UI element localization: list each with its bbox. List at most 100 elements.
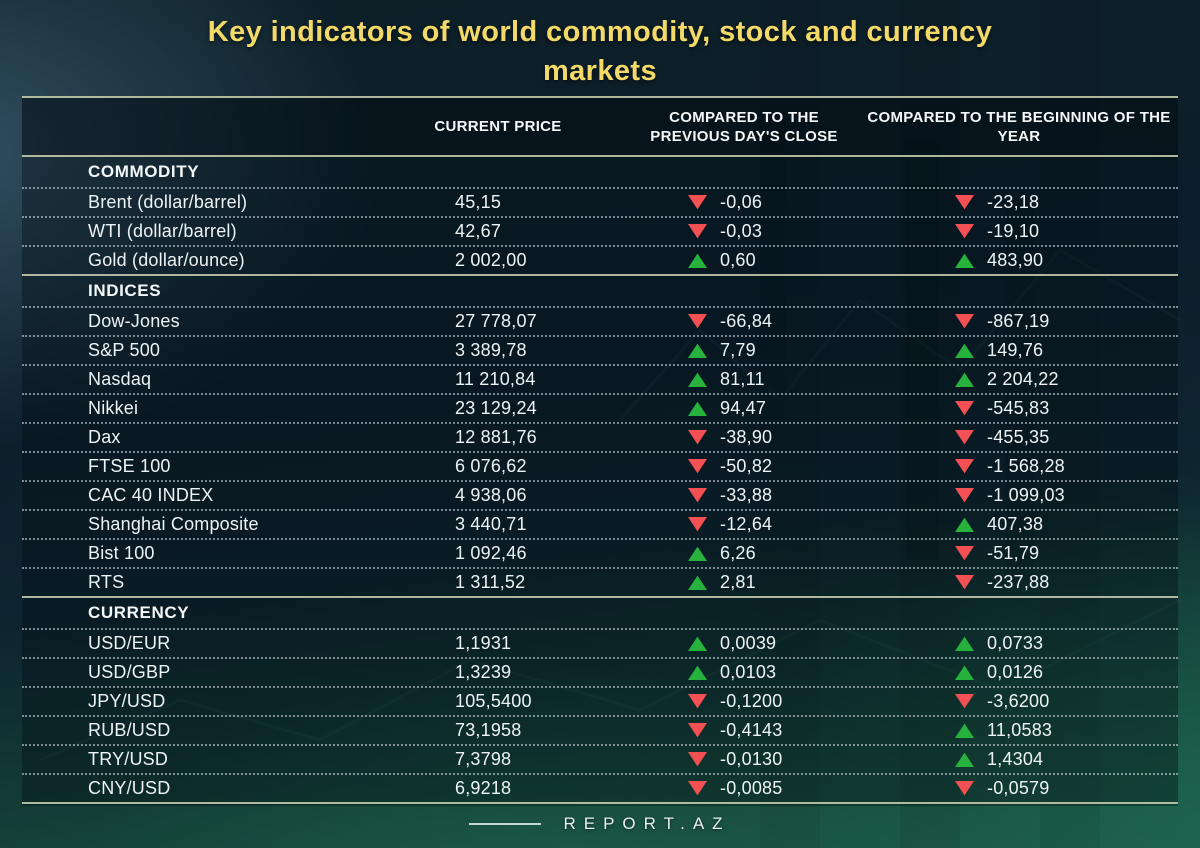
instrument-name: TRY/USD [88,749,169,769]
table-row-dow-jones: Dow-Jones 27 778,07 -66,84 -867,19 [22,308,1178,335]
instrument-name: RUB/USD [88,720,171,740]
current-price: 1 311,52 [455,572,526,592]
day-change-direction-icon [688,575,707,590]
day-change-value: -50,82 [720,456,773,476]
ytd-change: -545,83 [933,398,1178,419]
instrument-name: USD/EUR [88,633,171,653]
instrument-name: CNY/USD [88,778,171,798]
ytd-change: -867,19 [933,311,1178,332]
header-top-line [22,96,1178,98]
current-price: 7,3798 [455,749,512,769]
row-divider [22,715,1178,717]
day-change-value: -0,4143 [720,720,783,740]
ytd-change-direction-icon [955,752,974,767]
row-divider [22,335,1178,337]
ytd-change-value: 11,0583 [987,720,1053,740]
instrument-name: S&P 500 [88,340,161,360]
current-price: 45,15 [455,192,502,212]
markets-table: CURRENT PRICE COMPARED TO THE PREVIOUS D… [22,96,1178,804]
day-change: -12,64 [668,514,933,535]
ytd-change-direction-icon [955,488,974,503]
current-price: 3 389,78 [455,340,527,360]
day-change-value: -0,03 [720,221,763,241]
current-price: 105,5400 [455,691,532,711]
col-header-current-price: CURRENT PRICE [434,118,562,135]
table-row-wti: WTI (dollar/barrel) 42,67 -0,03 -19,10 [22,218,1178,245]
day-change-direction-icon [688,636,707,651]
ytd-change-direction-icon [955,314,974,329]
current-price: 2 002,00 [455,250,527,270]
day-change-direction-icon [688,488,707,503]
table-row-usd-gbp: USD/GBP 1,3239 0,0103 0,0126 [22,659,1178,686]
ytd-change: 2 204,22 [933,369,1178,390]
section-title: COMMODITY [88,162,200,181]
ytd-change: 149,76 [933,340,1178,361]
ytd-change-value: -867,19 [987,311,1050,331]
day-change-direction-icon [688,430,707,445]
section-header-commodity: COMMODITY [22,157,1178,187]
day-change-value: 7,79 [720,340,756,360]
day-change: 2,81 [668,572,933,593]
day-change-direction-icon [688,459,707,474]
current-price: 6,9218 [455,778,512,798]
day-change-direction-icon [688,253,707,268]
ytd-change: -19,10 [933,221,1178,242]
ytd-change-direction-icon [955,546,974,561]
day-change: 0,0039 [668,633,933,654]
instrument-name: RTS [88,572,125,592]
table-row-dax: Dax 12 881,76 -38,90 -455,35 [22,424,1178,451]
day-change: -0,0130 [668,749,933,770]
ytd-change: 483,90 [933,250,1178,271]
day-change: -50,82 [668,456,933,477]
table-row-rub-usd: RUB/USD 73,1958 -0,4143 11,0583 [22,717,1178,744]
day-change-value: 94,47 [720,398,767,418]
ytd-change-direction-icon [955,224,974,239]
ytd-change: -237,88 [933,572,1178,593]
day-change-value: -12,64 [720,514,773,534]
ytd-change-direction-icon [955,401,974,416]
current-price: 73,1958 [455,720,522,740]
ytd-change-value: -51,79 [987,543,1040,563]
ytd-change-value: -3,6200 [987,691,1050,711]
table-row-try-usd: TRY/USD 7,3798 -0,0130 1,4304 [22,746,1178,773]
ytd-change-direction-icon [955,253,974,268]
day-change-direction-icon [688,372,707,387]
table-header: CURRENT PRICE COMPARED TO THE PREVIOUS D… [22,98,1178,155]
day-change-direction-icon [688,401,707,416]
day-change: -33,88 [668,485,933,506]
ytd-change-direction-icon [955,636,974,651]
instrument-name: FTSE 100 [88,456,171,476]
ytd-change-direction-icon [955,517,974,532]
ytd-change-value: 0,0733 [987,633,1044,653]
brand-logo: REPORT.AZ [563,814,731,833]
ytd-change-direction-icon [955,694,974,709]
footer-line-decoration [469,823,542,825]
ytd-change-direction-icon [955,459,974,474]
ytd-change-direction-icon [955,665,974,680]
day-change-direction-icon [688,752,707,767]
ytd-change: -23,18 [933,192,1178,213]
ytd-change: -1 099,03 [933,485,1178,506]
row-divider [22,686,1178,688]
day-change-value: 81,11 [720,369,765,389]
instrument-name: Dow-Jones [88,311,180,331]
day-change-direction-icon [688,195,707,210]
section-title: INDICES [88,281,162,300]
row-divider [22,773,1178,775]
day-change: -0,03 [668,221,933,242]
current-price: 27 778,07 [455,311,537,331]
instrument-name: JPY/USD [88,691,166,711]
ytd-change-value: 149,76 [987,340,1044,360]
table-row-bist100: Bist 100 1 092,46 6,26 -51,79 [22,540,1178,567]
day-change-value: 6,26 [720,543,756,563]
ytd-change: -455,35 [933,427,1178,448]
day-change: -0,1200 [668,691,933,712]
section-title: CURRENCY [88,603,190,622]
table-row-cny-usd: CNY/USD 6,9218 -0,0085 -0,0579 [22,775,1178,802]
ytd-change-value: -237,88 [987,572,1050,592]
day-change-value: -0,06 [720,192,763,212]
current-price: 1,3239 [455,662,512,682]
table-row-rts: RTS 1 311,52 2,81 -237,88 [22,569,1178,596]
ytd-change-value: -0,0579 [987,778,1050,798]
